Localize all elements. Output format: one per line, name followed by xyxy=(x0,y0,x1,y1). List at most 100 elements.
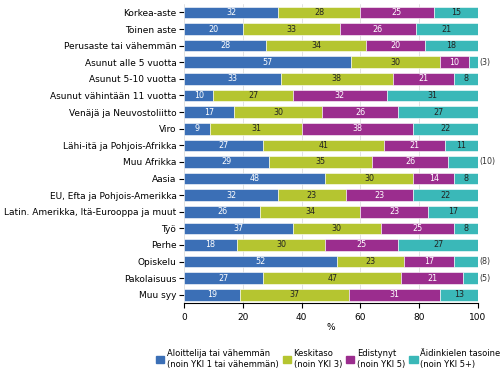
Bar xyxy=(243,23,340,35)
Text: 27: 27 xyxy=(218,274,229,283)
Text: 8: 8 xyxy=(464,174,468,183)
Bar xyxy=(398,106,478,118)
Bar xyxy=(302,123,413,135)
Bar xyxy=(448,156,478,168)
Text: 23: 23 xyxy=(307,190,317,200)
Text: (10): (10) xyxy=(479,158,496,166)
Text: (5): (5) xyxy=(479,274,490,283)
Bar xyxy=(234,106,322,118)
Text: 10: 10 xyxy=(450,58,460,67)
Bar xyxy=(340,23,416,35)
Bar xyxy=(237,239,325,251)
Bar xyxy=(428,206,478,218)
Text: 57: 57 xyxy=(262,58,273,67)
Text: 14: 14 xyxy=(428,174,438,183)
Text: 30: 30 xyxy=(390,58,400,67)
Text: 30: 30 xyxy=(276,240,286,249)
Bar xyxy=(392,73,454,85)
Bar xyxy=(269,156,372,168)
Text: 34: 34 xyxy=(306,207,316,216)
Bar xyxy=(184,123,210,135)
Bar xyxy=(413,173,455,184)
Bar xyxy=(398,239,478,251)
Bar xyxy=(184,289,240,301)
Legend: Aloittelija tai vähemmän
(noin YKI 1 tai vähemmän), Keskitaso
(noin YKI 3), Edis: Aloittelija tai vähemmän (noin YKI 1 tai… xyxy=(152,346,500,372)
Text: 33: 33 xyxy=(228,74,237,83)
Bar xyxy=(281,73,392,85)
Bar xyxy=(352,57,440,68)
Text: 23: 23 xyxy=(389,207,399,216)
Text: 20: 20 xyxy=(208,25,218,34)
Text: 25: 25 xyxy=(392,8,402,17)
Bar xyxy=(210,123,302,135)
Bar xyxy=(184,156,269,168)
Bar xyxy=(260,206,360,218)
Text: 31: 31 xyxy=(427,91,437,100)
Bar xyxy=(337,256,404,267)
Bar xyxy=(413,189,478,201)
Text: 47: 47 xyxy=(328,274,338,283)
Bar xyxy=(434,7,478,18)
Bar xyxy=(381,222,454,234)
Text: 23: 23 xyxy=(374,190,384,200)
Text: 32: 32 xyxy=(226,190,236,200)
Text: 27: 27 xyxy=(433,108,443,117)
Text: 35: 35 xyxy=(316,158,326,166)
Bar xyxy=(184,90,214,101)
Bar xyxy=(372,156,448,168)
Text: (8): (8) xyxy=(479,257,490,266)
Bar xyxy=(384,140,446,151)
Text: 25: 25 xyxy=(356,240,367,249)
Text: 22: 22 xyxy=(440,190,450,200)
Text: 20: 20 xyxy=(390,41,400,50)
Bar xyxy=(184,239,237,251)
Text: 29: 29 xyxy=(222,158,232,166)
Text: 21: 21 xyxy=(410,141,420,150)
Text: 21: 21 xyxy=(427,274,438,283)
Bar xyxy=(454,73,478,85)
Text: 48: 48 xyxy=(250,174,260,183)
Bar xyxy=(322,106,398,118)
Text: 17: 17 xyxy=(424,257,434,266)
Text: 30: 30 xyxy=(364,174,374,183)
Text: 30: 30 xyxy=(273,108,283,117)
Bar xyxy=(292,222,381,234)
Text: 32: 32 xyxy=(334,91,345,100)
Bar xyxy=(360,7,434,18)
Bar xyxy=(366,40,425,51)
Bar xyxy=(184,7,278,18)
Text: 23: 23 xyxy=(366,257,376,266)
Bar xyxy=(463,272,478,284)
Bar xyxy=(264,272,402,284)
Text: 10: 10 xyxy=(194,91,203,100)
Text: 18: 18 xyxy=(446,41,456,50)
Bar xyxy=(240,289,348,301)
Bar xyxy=(348,289,440,301)
Bar xyxy=(386,90,478,101)
Text: 26: 26 xyxy=(405,158,415,166)
Bar xyxy=(440,57,469,68)
Bar xyxy=(346,189,413,201)
Bar xyxy=(184,189,278,201)
Text: 38: 38 xyxy=(332,74,342,83)
Text: 17: 17 xyxy=(448,207,458,216)
Text: 21: 21 xyxy=(418,74,428,83)
Bar xyxy=(454,173,478,184)
Text: 28: 28 xyxy=(314,8,324,17)
Bar xyxy=(184,23,243,35)
Text: 25: 25 xyxy=(412,224,422,233)
Bar xyxy=(360,206,428,218)
Bar xyxy=(278,7,360,18)
Bar xyxy=(425,40,478,51)
Text: 11: 11 xyxy=(456,141,466,150)
Bar xyxy=(292,90,386,101)
Bar xyxy=(454,256,478,267)
Bar xyxy=(184,272,264,284)
Bar xyxy=(184,222,292,234)
Text: 27: 27 xyxy=(433,240,443,249)
Bar xyxy=(446,140,478,151)
Text: 26: 26 xyxy=(217,207,228,216)
Bar xyxy=(184,173,325,184)
Bar xyxy=(278,189,345,201)
Text: 18: 18 xyxy=(206,240,216,249)
